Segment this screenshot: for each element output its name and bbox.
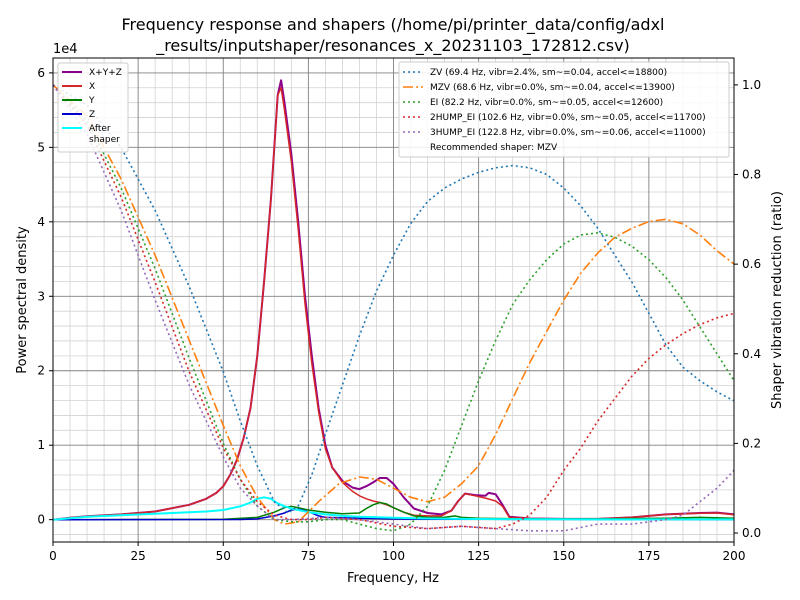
- shaper-series: [53, 84, 734, 532]
- y2-axis: 0.0 0.2 0.4 0.6 0.8 1.0: [734, 78, 761, 540]
- x-axis: 0 25 50 75 100 125 150 175 200: [49, 542, 745, 563]
- shaper-line: [53, 84, 734, 514]
- psd-line: [53, 87, 734, 521]
- x-tick-label: 50: [216, 549, 231, 563]
- x-tick-label: 150: [552, 549, 575, 563]
- x-tick-label: 125: [467, 549, 490, 563]
- legend-label: Y: [88, 96, 95, 106]
- legend-label: MZV (68.6 Hz, vibr=0.0%, sm~=0.04, accel…: [430, 83, 675, 93]
- shaper-line: [53, 84, 734, 525]
- legend-label: After: [89, 124, 111, 134]
- legend-label: EI (82.2 Hz, vibr=0.0%, sm~=0.05, accel<…: [430, 98, 663, 108]
- x-tick-label: 75: [301, 549, 316, 563]
- y2-tick-label: 0.6: [742, 257, 761, 271]
- chart-title-line: _results/inputshaper/resonances_x_202311…: [155, 36, 630, 56]
- y-tick-label: 6: [37, 66, 45, 80]
- y-tick-label: 2: [37, 364, 45, 378]
- psd-series: [53, 79, 734, 521]
- y-axis: 0 1 2 3 4 5 6: [37, 66, 53, 527]
- recommended-shaper-label: Recommended shaper: MZV: [430, 143, 558, 153]
- y-tick-label: 3: [37, 289, 45, 303]
- y-tick-label: 4: [37, 215, 45, 229]
- x-tick-label: 200: [723, 549, 746, 563]
- legend-label: Z: [89, 110, 95, 120]
- legend-right-box: [398, 61, 730, 158]
- legend-label: ZV (69.4 Hz, vibr=2.4%, sm~=0.04, accel<…: [430, 68, 667, 78]
- x-tick-label: 0: [49, 549, 57, 563]
- legend-label: X: [89, 82, 95, 92]
- y-tick-label: 1: [37, 438, 45, 452]
- y2-axis-label: Shaper vibration reduction (ratio): [770, 191, 785, 409]
- legend-right: ZV (69.4 Hz, vibr=2.4%, sm~=0.04, accel<…: [398, 61, 730, 158]
- y-tick-label: 0: [37, 513, 45, 527]
- y2-tick-label: 0.8: [742, 168, 761, 182]
- chart-title: Frequency response and shapers (/home/pi…: [121, 15, 664, 56]
- x-tick-label: 100: [382, 549, 405, 563]
- y-offset-label: 1e4: [53, 42, 78, 57]
- legend-label: shaper: [89, 135, 120, 145]
- shaper-line: [53, 84, 734, 532]
- y2-tick-label: 1.0: [742, 78, 761, 92]
- x-tick-label: 25: [130, 549, 145, 563]
- y-axis-label: Power spectral density: [15, 226, 30, 374]
- x-axis-label: Frequency, Hz: [347, 571, 439, 586]
- legend-label: 2HUMP_EI (102.6 Hz, vibr=0.0%, sm~=0.05,…: [430, 113, 706, 123]
- legend-label: 3HUMP_EI (122.8 Hz, vibr=0.0%, sm~=0.06,…: [430, 128, 706, 138]
- psd-line: [53, 496, 734, 521]
- shaper-line: [53, 84, 734, 532]
- legend-label: X+Y+Z: [89, 68, 122, 78]
- y2-tick-label: 0.4: [742, 347, 761, 361]
- shaper-line: [53, 84, 734, 530]
- chart-title-line: Frequency response and shapers (/home/pi…: [121, 15, 664, 35]
- x-tick-label: 175: [637, 549, 660, 563]
- y2-tick-label: 0.2: [742, 436, 761, 450]
- y2-tick-label: 0.0: [742, 526, 761, 540]
- y-tick-label: 5: [37, 140, 45, 154]
